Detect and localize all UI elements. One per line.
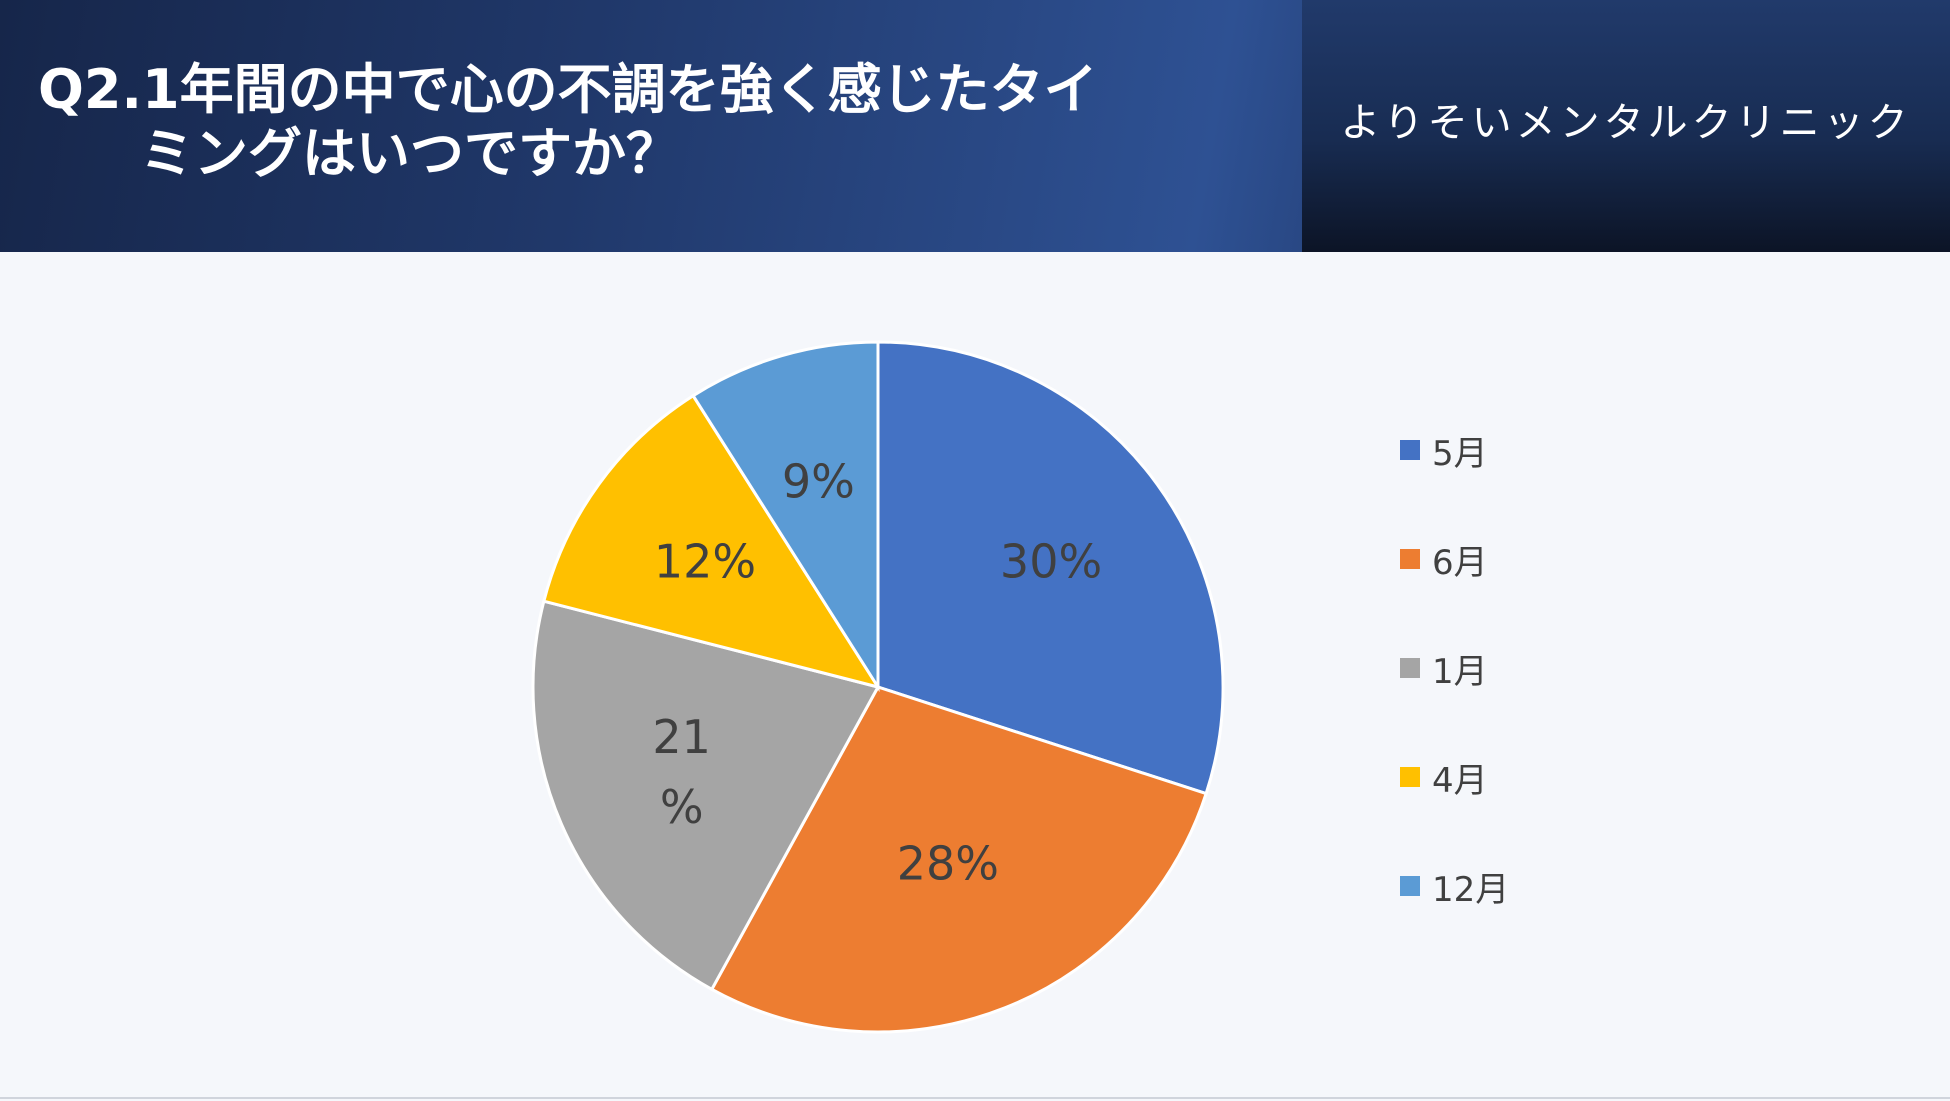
pie-data-label-2: 28%: [897, 836, 999, 890]
clinic-name: よりそいメンタルクリニック: [1340, 100, 1912, 146]
legend-label: 5月: [1432, 433, 1488, 474]
title-line-2: ミングはいつですか？: [140, 122, 680, 185]
pie-chart: 30% 28% 21 % 12% 9%: [531, 340, 1225, 1034]
title-line-1: Q2.1年間の中で心の不調を強く感じたタイ: [38, 58, 1098, 121]
pie-data-label-4: 12%: [654, 534, 756, 588]
pie-slice-4: [542, 393, 882, 690]
legend-swatch: [1400, 876, 1420, 896]
pie-data-label-3: 21%: [652, 710, 711, 834]
legend-label: 6月: [1432, 542, 1488, 583]
pie-slice-5: [691, 340, 880, 693]
pie-slices: [531, 340, 1225, 1034]
chart-legend: 5月 6月 1月 4月 12月: [1400, 430, 1509, 975]
bottom-divider: [0, 1097, 1950, 1099]
pie-data-label-1: 30%: [1000, 534, 1102, 588]
pie-data-label-5: 9%: [782, 455, 855, 509]
legend-item-5: 12月: [1400, 866, 1509, 910]
legend-label: 4月: [1432, 760, 1488, 801]
pie-data-labels: 30% 28% 21 % 12% 9%: [652, 455, 1102, 891]
legend-label: 1月: [1432, 651, 1488, 692]
legend-item-2: 6月: [1400, 539, 1509, 583]
legend-swatch: [1400, 767, 1420, 787]
legend-swatch: [1400, 440, 1420, 460]
pie-slice-2: [709, 685, 1209, 1034]
legend-label: 12月: [1432, 869, 1510, 910]
legend-item-1: 5月: [1400, 430, 1509, 474]
pie-slice-1: [876, 340, 1225, 796]
page-title: Q2.1年間の中で心の不調を強く感じたタイ ミングはいつですか？: [38, 58, 1268, 186]
legend-swatch: [1400, 658, 1420, 678]
legend-item-3: 1月: [1400, 648, 1509, 692]
legend-swatch: [1400, 549, 1420, 569]
header-right-panel: [1302, 0, 1950, 252]
legend-item-4: 4月: [1400, 757, 1509, 801]
pie-slice-3: [531, 599, 881, 992]
